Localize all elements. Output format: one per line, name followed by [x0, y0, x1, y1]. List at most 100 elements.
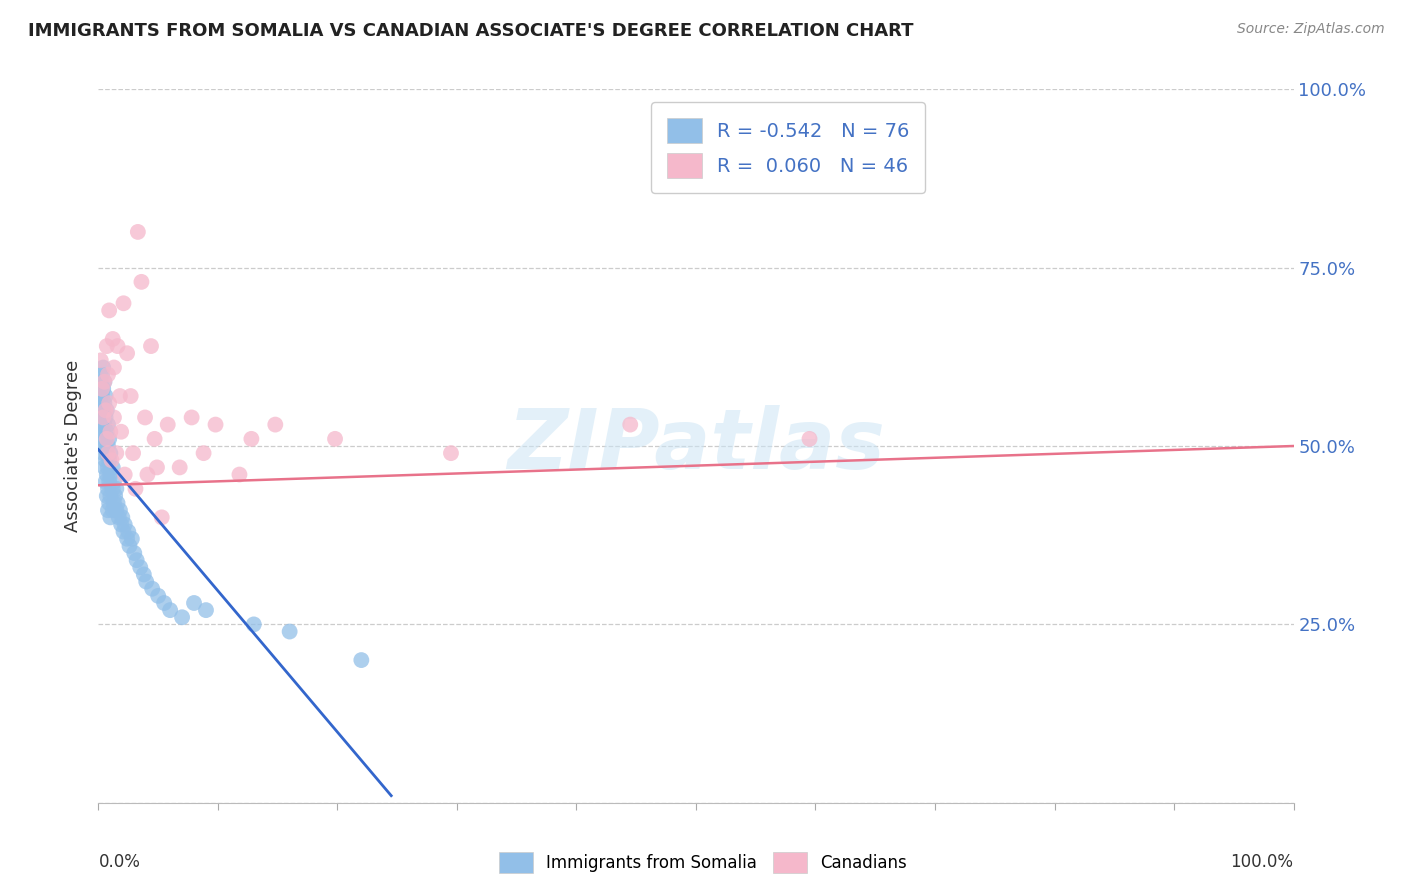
Point [98, 303, 121, 318]
Point [150, 510, 173, 524]
Point [91, 410, 114, 425]
Point [132, 567, 155, 582]
Point [264, 417, 287, 432]
Point [90, 353, 112, 368]
Point [90, 417, 112, 432]
Point [94, 453, 117, 467]
Point [96, 432, 118, 446]
Text: ZIPatlas: ZIPatlas [508, 406, 884, 486]
Point [91, 446, 114, 460]
Legend: Immigrants from Somalia, Canadians: Immigrants from Somalia, Canadians [492, 846, 914, 880]
Point [134, 410, 156, 425]
Point [105, 446, 128, 460]
Point [115, 346, 138, 360]
Point [121, 532, 143, 546]
Point [97, 439, 120, 453]
Point [107, 510, 129, 524]
Point [350, 653, 373, 667]
Point [94, 410, 117, 425]
Point [148, 589, 170, 603]
Point [94, 475, 117, 489]
Point [619, 417, 641, 432]
Point [125, 553, 148, 567]
Point [93, 460, 115, 475]
Point [110, 517, 132, 532]
Point [105, 503, 128, 517]
Point [135, 574, 157, 589]
Point [94, 432, 117, 446]
Point [107, 496, 129, 510]
Point [228, 467, 250, 482]
Point [799, 432, 821, 446]
Point [97, 503, 120, 517]
Text: Source: ZipAtlas.com: Source: ZipAtlas.com [1237, 22, 1385, 37]
Point [117, 524, 139, 539]
Point [90, 396, 112, 410]
Point [180, 410, 202, 425]
Y-axis label: Associate's Degree: Associate's Degree [65, 359, 83, 533]
Point [90, 375, 112, 389]
Point [146, 460, 169, 475]
Point [98, 396, 121, 410]
Point [89, 389, 111, 403]
Point [108, 503, 131, 517]
Point [122, 446, 145, 460]
Point [112, 296, 135, 310]
Point [98, 510, 122, 524]
Point [89, 403, 111, 417]
Point [98, 475, 121, 489]
Point [114, 467, 136, 482]
Point [93, 396, 115, 410]
Point [91, 403, 114, 417]
Point [93, 439, 115, 453]
Point [195, 603, 218, 617]
Point [143, 432, 166, 446]
Point [101, 503, 124, 517]
Point [153, 596, 176, 610]
Point [323, 432, 346, 446]
Point [91, 425, 114, 439]
Point [98, 446, 122, 460]
Point [91, 410, 114, 425]
Point [131, 275, 153, 289]
Point [94, 403, 117, 417]
Point [91, 368, 114, 382]
Point [97, 460, 120, 475]
Point [98, 496, 121, 510]
Point [124, 546, 146, 560]
Point [107, 339, 129, 353]
Point [111, 510, 134, 524]
Point [114, 517, 136, 532]
Point [97, 368, 120, 382]
Point [183, 596, 205, 610]
Point [240, 432, 263, 446]
Point [440, 446, 463, 460]
Point [96, 446, 118, 460]
Point [112, 524, 135, 539]
Point [159, 603, 181, 617]
Point [278, 624, 301, 639]
Point [115, 532, 138, 546]
Point [101, 460, 124, 475]
Point [204, 417, 226, 432]
Point [96, 425, 118, 439]
Text: 100.0%: 100.0% [1230, 853, 1294, 871]
Point [156, 417, 179, 432]
Point [139, 339, 162, 353]
Point [93, 417, 115, 432]
Point [97, 446, 120, 460]
Point [96, 467, 118, 482]
Point [96, 489, 118, 503]
Point [101, 482, 124, 496]
Point [243, 617, 266, 632]
Point [93, 375, 115, 389]
Point [103, 360, 125, 375]
Point [103, 410, 125, 425]
Point [98, 489, 122, 503]
Point [91, 360, 114, 375]
Text: 0.0%: 0.0% [98, 853, 141, 871]
Point [96, 339, 118, 353]
Point [127, 225, 149, 239]
Point [141, 582, 163, 596]
Point [129, 560, 152, 574]
